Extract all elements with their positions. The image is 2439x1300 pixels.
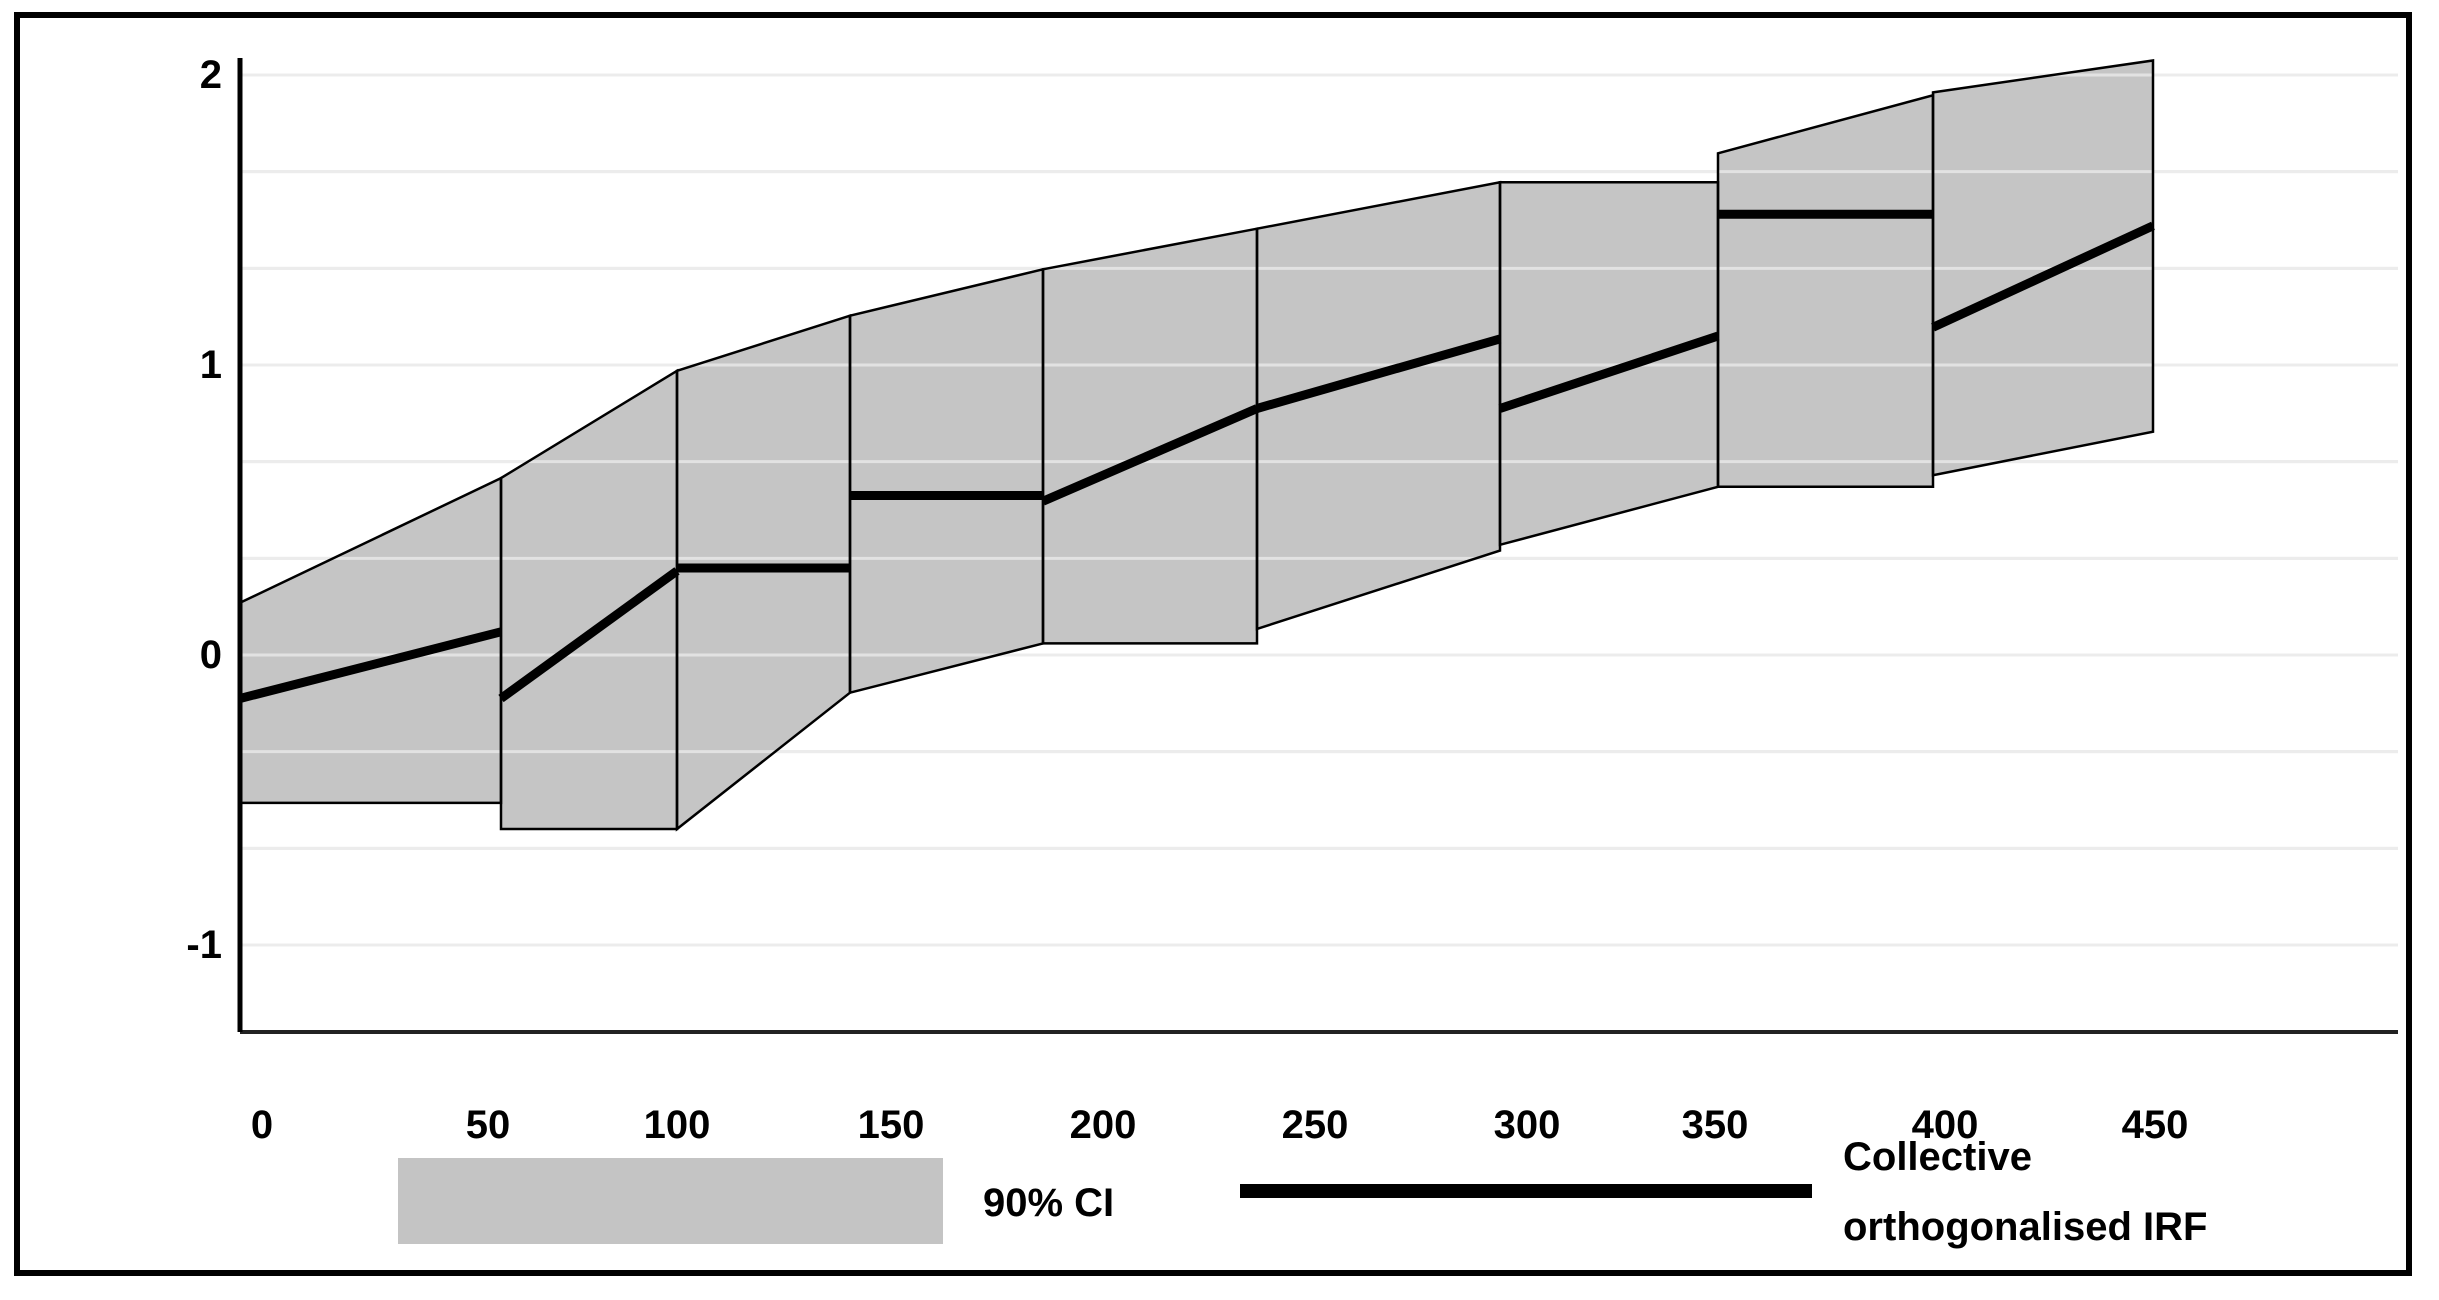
x-tick-label: 250 xyxy=(1282,1103,1349,1147)
legend-ci-swatch xyxy=(398,1158,943,1244)
ci-band-segment-border xyxy=(1716,93,1935,489)
ci-band-segment-border xyxy=(1931,59,2155,477)
x-tick-label: 150 xyxy=(858,1103,925,1147)
ci-band-segment xyxy=(501,370,677,829)
x-tick-label: 0 xyxy=(251,1103,273,1147)
ci-band-segment-border xyxy=(1255,180,1502,631)
y-tick-label: -1 xyxy=(186,923,222,967)
x-tick-label: 100 xyxy=(644,1103,711,1147)
x-tick-label: 350 xyxy=(1682,1103,1749,1147)
irf-line-segment xyxy=(1041,404,1259,506)
x-tick-label: 50 xyxy=(466,1103,511,1147)
y-tick-label: 1 xyxy=(200,343,222,387)
y-tick-label: 2 xyxy=(200,53,222,97)
legend-irf-label-line2: orthogonalised IRF xyxy=(1843,1205,2208,1249)
x-tick-label: 400 xyxy=(1912,1103,1979,1147)
x-tick-label: 450 xyxy=(2122,1103,2189,1147)
legend-irf-swatch xyxy=(1240,1184,1812,1198)
legend-ci-label: 90% CI xyxy=(983,1181,1115,1225)
irf-line-segment xyxy=(238,627,503,703)
legend-irf-label-line1: Collective xyxy=(1843,1135,2032,1179)
ci-band-segment-border xyxy=(1041,227,1259,645)
ci-band-segment xyxy=(850,269,1043,693)
ci-band-segment xyxy=(1257,182,1500,629)
ci-band-segment xyxy=(1718,95,1933,487)
irf-line-segment xyxy=(498,567,680,703)
irf-line-segment xyxy=(1931,221,2155,332)
irf-line-segment xyxy=(1498,331,1720,413)
y-tick-label: 0 xyxy=(200,633,222,677)
ci-band-segment xyxy=(1043,228,1257,644)
x-tick-label: 300 xyxy=(1494,1103,1561,1147)
legend-irf-label: Collective orthogonalised IRF xyxy=(1843,1122,2207,1262)
x-tick-label: 200 xyxy=(1070,1103,1137,1147)
irf-line-segment xyxy=(1255,334,1502,413)
